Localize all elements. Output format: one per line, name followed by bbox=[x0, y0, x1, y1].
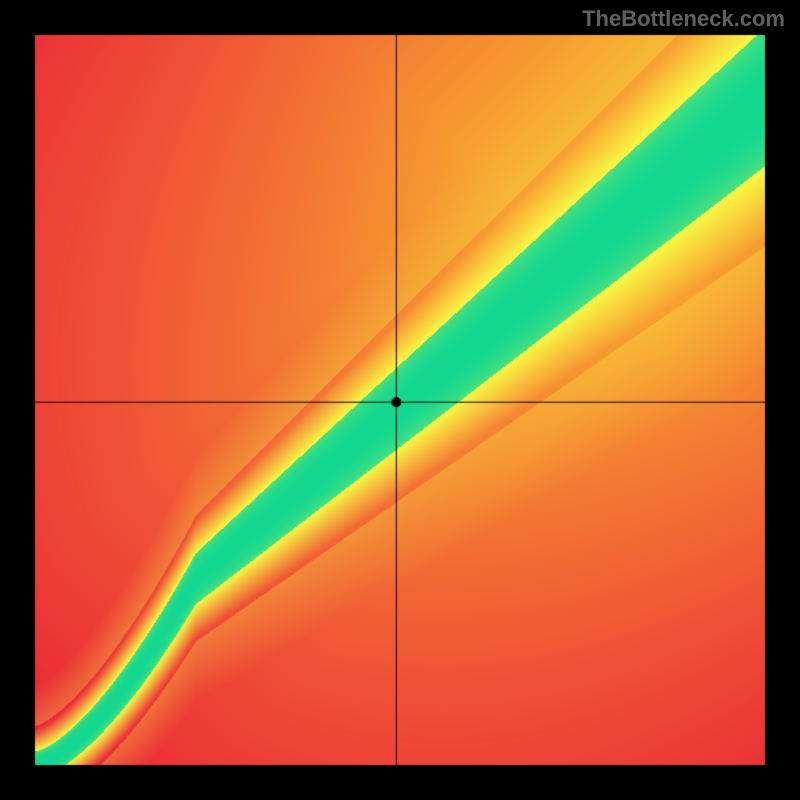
watermark-text: TheBottleneck.com bbox=[582, 6, 785, 32]
bottleneck-heatmap bbox=[0, 0, 800, 800]
